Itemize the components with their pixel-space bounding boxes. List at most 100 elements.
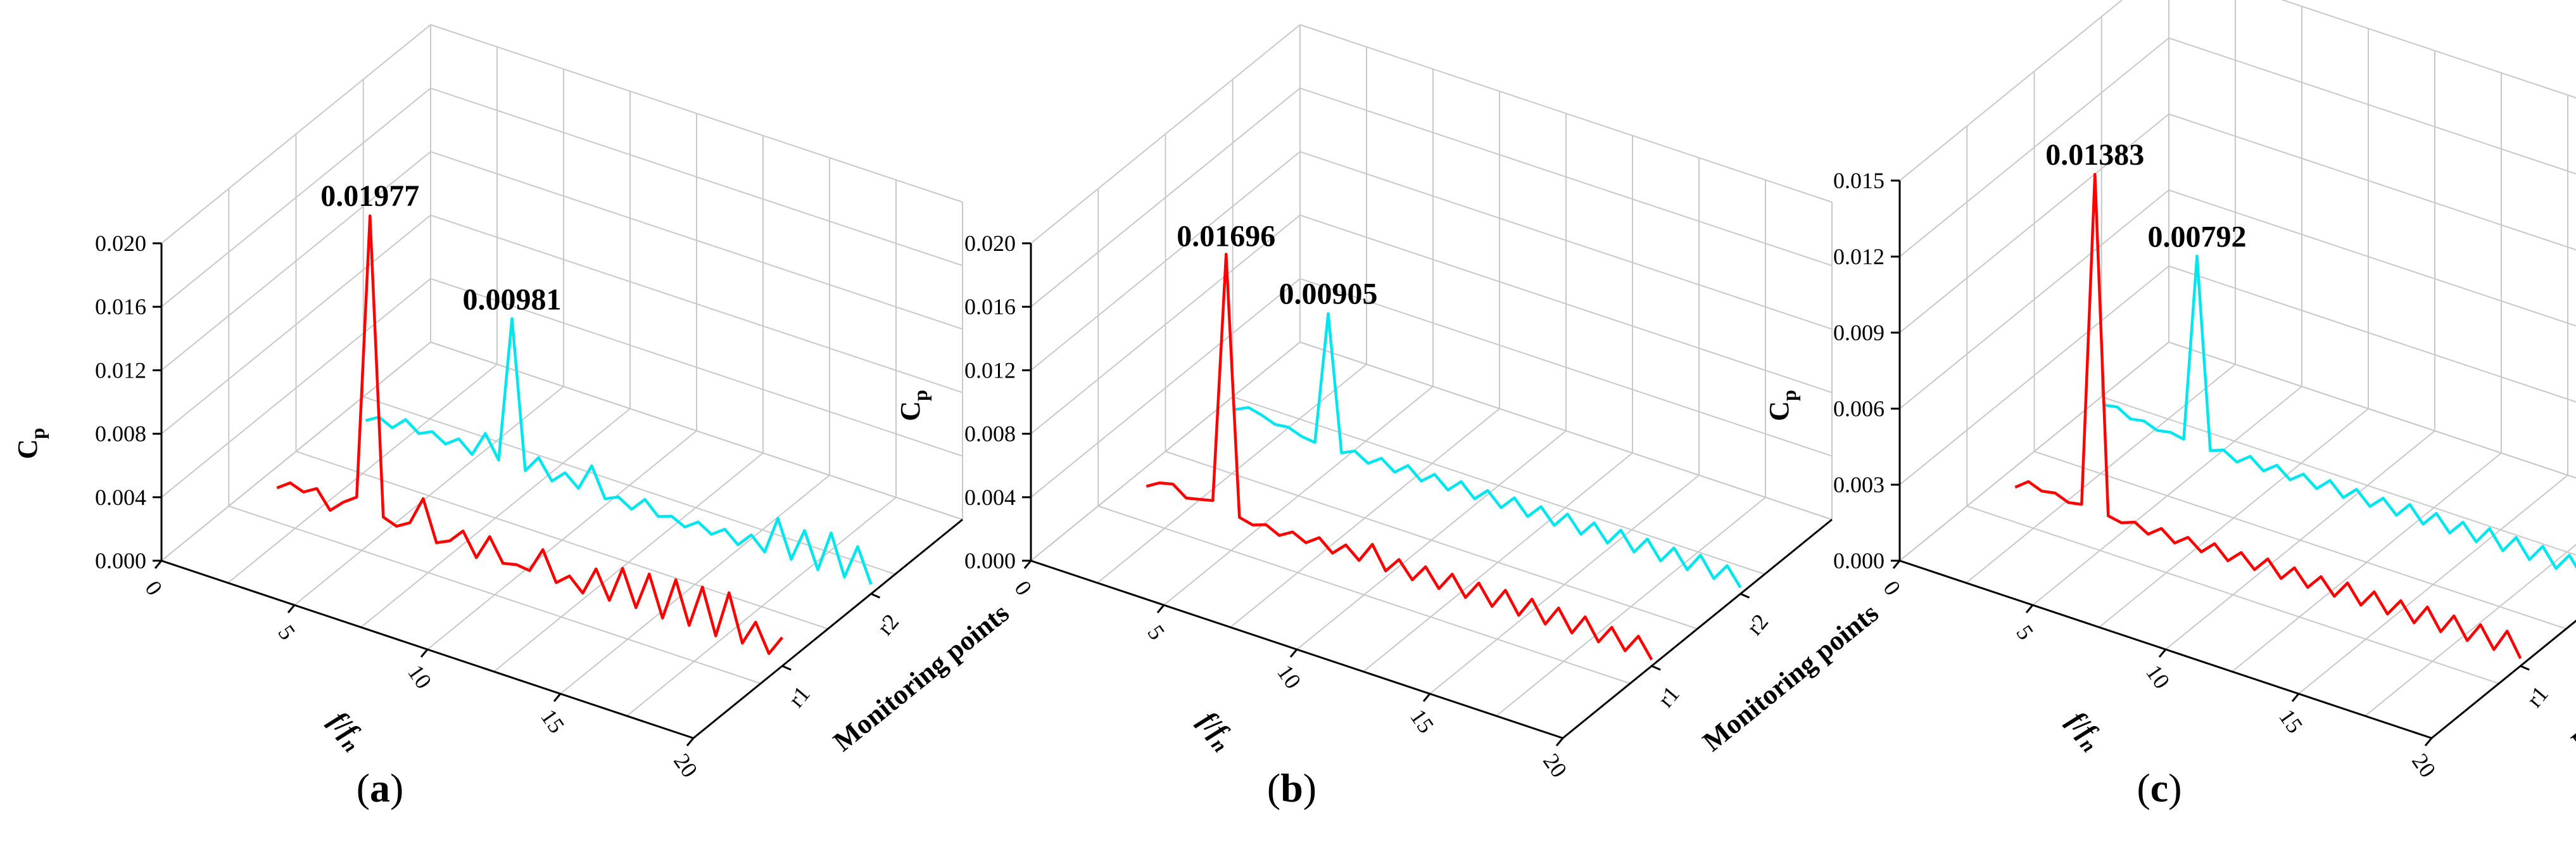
z-tick	[1651, 665, 1661, 671]
x-tick-label: 5	[1142, 620, 1170, 644]
x-tick-label: 15	[2274, 705, 2308, 737]
x-tick	[287, 604, 296, 613]
z-axis-line	[1562, 518, 1833, 739]
x-tick-label: 15	[1405, 705, 1439, 737]
gridline-floor-z	[1299, 342, 1833, 520]
y-axis-label: Cp	[1764, 390, 1800, 421]
series-r1-line	[276, 214, 784, 655]
gridline-floor-z	[363, 396, 896, 575]
x-axis-label: f/fn	[1190, 705, 1241, 757]
x-axis-label: f/fn	[320, 705, 372, 757]
z-tick-label: r1	[783, 681, 815, 712]
gridline-floor-z	[2034, 450, 2567, 630]
x-tick	[420, 649, 429, 658]
y-tick-label: 0.012	[1833, 244, 1885, 269]
z-tick-label: r1	[2522, 681, 2553, 712]
x-tick-label: 10	[2141, 660, 2175, 693]
panel-a: 0.000 0.004 0.008 0.012 0.016 0.020 0 5 10 15 20 r1…	[12, 24, 1015, 810]
x-tick	[1156, 604, 1165, 613]
gridline-floor-z	[1165, 450, 1698, 630]
x-tick-label: 0	[140, 576, 167, 600]
y-tick-label: 0.015	[1833, 168, 1885, 193]
y-tick-label: 0.012	[95, 357, 146, 383]
y-tick-label: 0.008	[95, 421, 146, 447]
gridline-back-y	[2168, 265, 2576, 403]
x-tick	[1289, 649, 1298, 658]
y-tick-label: 0.020	[964, 231, 1016, 256]
z-axis-label: Monitoring points	[828, 597, 1015, 758]
gridline-floor-z	[1232, 396, 1765, 575]
y-tick-label: 0.003	[1833, 472, 1885, 497]
z-tick	[1739, 592, 1750, 599]
x-tick-label: 0	[1009, 576, 1037, 600]
x-tick-label: 10	[403, 660, 436, 693]
gridline-floor-z	[2101, 396, 2576, 556]
z-tick-label: r1	[1653, 681, 1684, 712]
y-tick-label: 0.016	[964, 294, 1016, 319]
gridline-back-y	[2168, 189, 2576, 327]
gridline-back-y	[2168, 37, 2576, 175]
x-tick	[2025, 604, 2034, 613]
y-axis-label: Cp	[895, 390, 931, 421]
x-tick-label: 20	[669, 749, 702, 782]
y-tick-label: 0.000	[95, 548, 146, 573]
series-r1-line	[1146, 253, 1653, 661]
x-tick	[2291, 693, 2300, 702]
x-tick	[2158, 649, 2167, 658]
y-tick-label: 0.009	[1833, 320, 1885, 345]
x-tick-label: 10	[1272, 660, 1306, 693]
z-tick-label: r2	[1741, 609, 1773, 640]
peak-label-r2: 0.00792	[2148, 220, 2247, 254]
y-tick-label: 0.012	[964, 357, 1016, 383]
gridline-floor-z	[430, 342, 963, 520]
series-r2-line	[365, 317, 873, 585]
y-tick-label: 0.006	[1833, 396, 1885, 421]
y-tick-label: 0.004	[964, 485, 1016, 510]
panel-caption: (b)	[1267, 765, 1316, 810]
x-tick	[154, 560, 163, 569]
gridline-floor-z	[228, 505, 761, 684]
z-tick-label: r2	[872, 609, 904, 640]
y-axis-label: Cp	[12, 428, 49, 459]
peak-label-r1: 0.01977	[320, 179, 419, 213]
gridline-back-y	[2280, 0, 2576, 99]
x-tick-label: 5	[2011, 620, 2038, 644]
gridline-floor-z	[2168, 342, 2576, 479]
z-tick	[870, 592, 881, 599]
x-tick	[1023, 560, 1032, 569]
x-axis-label: f/fn	[2059, 705, 2110, 757]
z-axis-line	[693, 518, 963, 739]
x-tick-label: 0	[1878, 576, 1905, 600]
z-tick	[2520, 665, 2530, 671]
gridline-floor-z	[1966, 505, 2499, 684]
x-tick	[1422, 693, 1431, 702]
x-tick-label: 5	[273, 620, 300, 644]
gridline-floor-z	[1097, 505, 1631, 684]
peak-label-r1: 0.01696	[1177, 219, 1275, 253]
x-tick-label: 20	[2407, 749, 2440, 782]
y-tick-label: 0.000	[964, 548, 1016, 573]
series-r2-line	[1235, 312, 1742, 589]
gridline-floor-x	[2431, 620, 2576, 739]
x-tick	[553, 693, 562, 702]
y-tick-label: 0.016	[95, 294, 146, 319]
y-tick-label: 0.008	[964, 421, 1016, 447]
peak-label-r2: 0.00981	[463, 283, 562, 317]
y-tick-label: 0.020	[95, 231, 146, 256]
peak-label-r1: 0.01383	[2045, 138, 2144, 172]
y-tick-label: 0.004	[95, 485, 146, 510]
panel-caption: (c)	[2137, 765, 2181, 810]
gridline-back-y	[2168, 113, 2576, 251]
gridline-floor-z	[296, 450, 828, 630]
series-r1-line	[2014, 172, 2522, 660]
peak-label-r2: 0.00905	[1279, 278, 1378, 311]
x-tick-label: 20	[1538, 749, 1572, 782]
z-tick	[781, 665, 792, 671]
x-tick-label: 15	[536, 705, 569, 737]
x-tick	[1892, 560, 1901, 569]
panel-caption: (a)	[357, 765, 404, 810]
z-axis-line	[2431, 619, 2576, 739]
series-r2-line	[2104, 255, 2576, 570]
